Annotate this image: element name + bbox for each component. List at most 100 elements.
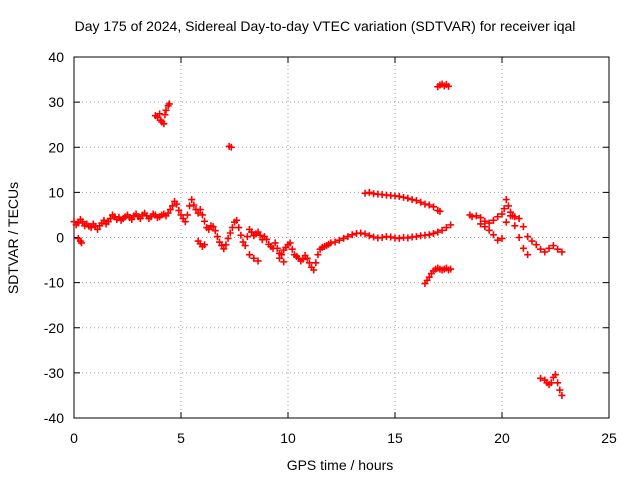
data-point bbox=[365, 188, 373, 196]
data-point bbox=[205, 225, 213, 233]
data-point bbox=[183, 211, 191, 219]
data-point bbox=[395, 234, 403, 242]
data-point bbox=[237, 231, 245, 239]
data-point bbox=[400, 193, 408, 201]
data-point bbox=[243, 233, 251, 241]
data-point bbox=[552, 371, 559, 379]
data-point bbox=[213, 233, 221, 241]
data-point bbox=[511, 213, 519, 221]
data-point bbox=[425, 273, 433, 281]
data-point bbox=[412, 196, 420, 204]
y-tick-label: -10 bbox=[44, 275, 64, 291]
data-point bbox=[498, 210, 506, 218]
y-tick-label: 10 bbox=[48, 184, 64, 200]
data-point bbox=[228, 224, 236, 232]
series-late-branch bbox=[477, 212, 532, 259]
data-point bbox=[472, 212, 480, 220]
data-point bbox=[357, 229, 365, 237]
data-point bbox=[263, 235, 271, 243]
data-point bbox=[165, 100, 173, 108]
data-point bbox=[241, 242, 249, 250]
data-point bbox=[515, 234, 523, 241]
data-point bbox=[160, 120, 168, 128]
data-point bbox=[445, 82, 452, 90]
data-point bbox=[245, 251, 253, 259]
y-tick-label: 0 bbox=[56, 230, 64, 246]
data-point bbox=[235, 224, 243, 232]
data-point bbox=[181, 218, 189, 226]
series-upper-arc bbox=[361, 188, 444, 215]
data-point bbox=[498, 234, 506, 242]
data-point bbox=[537, 245, 545, 253]
y-tick-label: -40 bbox=[44, 410, 64, 426]
data-point bbox=[481, 223, 489, 231]
series-main-track bbox=[70, 196, 455, 274]
data-point bbox=[436, 207, 444, 215]
data-point bbox=[502, 218, 510, 226]
data-point bbox=[361, 189, 369, 197]
data-point bbox=[489, 216, 497, 224]
data-point bbox=[532, 241, 540, 249]
data-point bbox=[156, 110, 164, 118]
data-point bbox=[545, 244, 553, 252]
data-point bbox=[196, 206, 204, 214]
data-point bbox=[288, 245, 296, 253]
data-point bbox=[537, 374, 545, 382]
data-point bbox=[273, 244, 281, 252]
data-point bbox=[211, 227, 219, 235]
y-tick-label: -30 bbox=[44, 365, 64, 381]
x-tick-label: 25 bbox=[601, 430, 617, 446]
data-point bbox=[541, 248, 549, 256]
data-point bbox=[502, 196, 510, 204]
x-tick-label: 20 bbox=[494, 430, 510, 446]
series-cluster-27 bbox=[151, 100, 173, 128]
data-point bbox=[378, 234, 386, 241]
series-lower-right-cluster bbox=[537, 371, 566, 399]
data-point bbox=[254, 257, 262, 265]
data-point bbox=[186, 202, 194, 210]
data-point bbox=[177, 211, 185, 219]
data-point bbox=[370, 233, 378, 241]
data-point bbox=[188, 196, 196, 204]
x-tick-label: 0 bbox=[70, 430, 78, 446]
axis-ticks: 0 5 10 15 20 25 -40 -30 -20 -10 0 10 20 30 40 bbox=[44, 49, 617, 446]
data-point bbox=[494, 236, 502, 244]
data-point bbox=[504, 202, 512, 210]
data-point bbox=[164, 209, 172, 217]
grid bbox=[74, 57, 609, 418]
data-point bbox=[162, 106, 170, 114]
data-point bbox=[94, 225, 102, 233]
data-point bbox=[239, 238, 247, 246]
data-point bbox=[201, 241, 209, 249]
data-point bbox=[175, 206, 183, 214]
data-point bbox=[494, 213, 502, 221]
data-point bbox=[489, 231, 497, 239]
data-point bbox=[226, 229, 234, 237]
data-point bbox=[485, 226, 493, 234]
data-point bbox=[447, 221, 455, 229]
data-point bbox=[100, 216, 108, 224]
data-point bbox=[442, 224, 450, 232]
data-point bbox=[74, 219, 82, 227]
data-point bbox=[166, 206, 174, 214]
data-point bbox=[477, 220, 485, 228]
data-point bbox=[485, 219, 493, 227]
data-point bbox=[335, 236, 343, 244]
data-point bbox=[408, 196, 416, 204]
data-point bbox=[556, 386, 564, 394]
data-point bbox=[278, 251, 286, 259]
data-point bbox=[331, 238, 339, 246]
data-point bbox=[168, 202, 176, 210]
data-point bbox=[340, 234, 348, 242]
data-point bbox=[430, 203, 438, 211]
data-point bbox=[425, 201, 433, 209]
data-point bbox=[280, 258, 288, 266]
y-tick-label: 20 bbox=[48, 139, 64, 155]
data-point bbox=[404, 234, 412, 242]
data-point bbox=[549, 242, 557, 250]
data-point bbox=[299, 255, 307, 263]
data-point bbox=[395, 192, 403, 200]
data-point bbox=[507, 212, 515, 220]
x-tick-label: 15 bbox=[387, 430, 403, 446]
